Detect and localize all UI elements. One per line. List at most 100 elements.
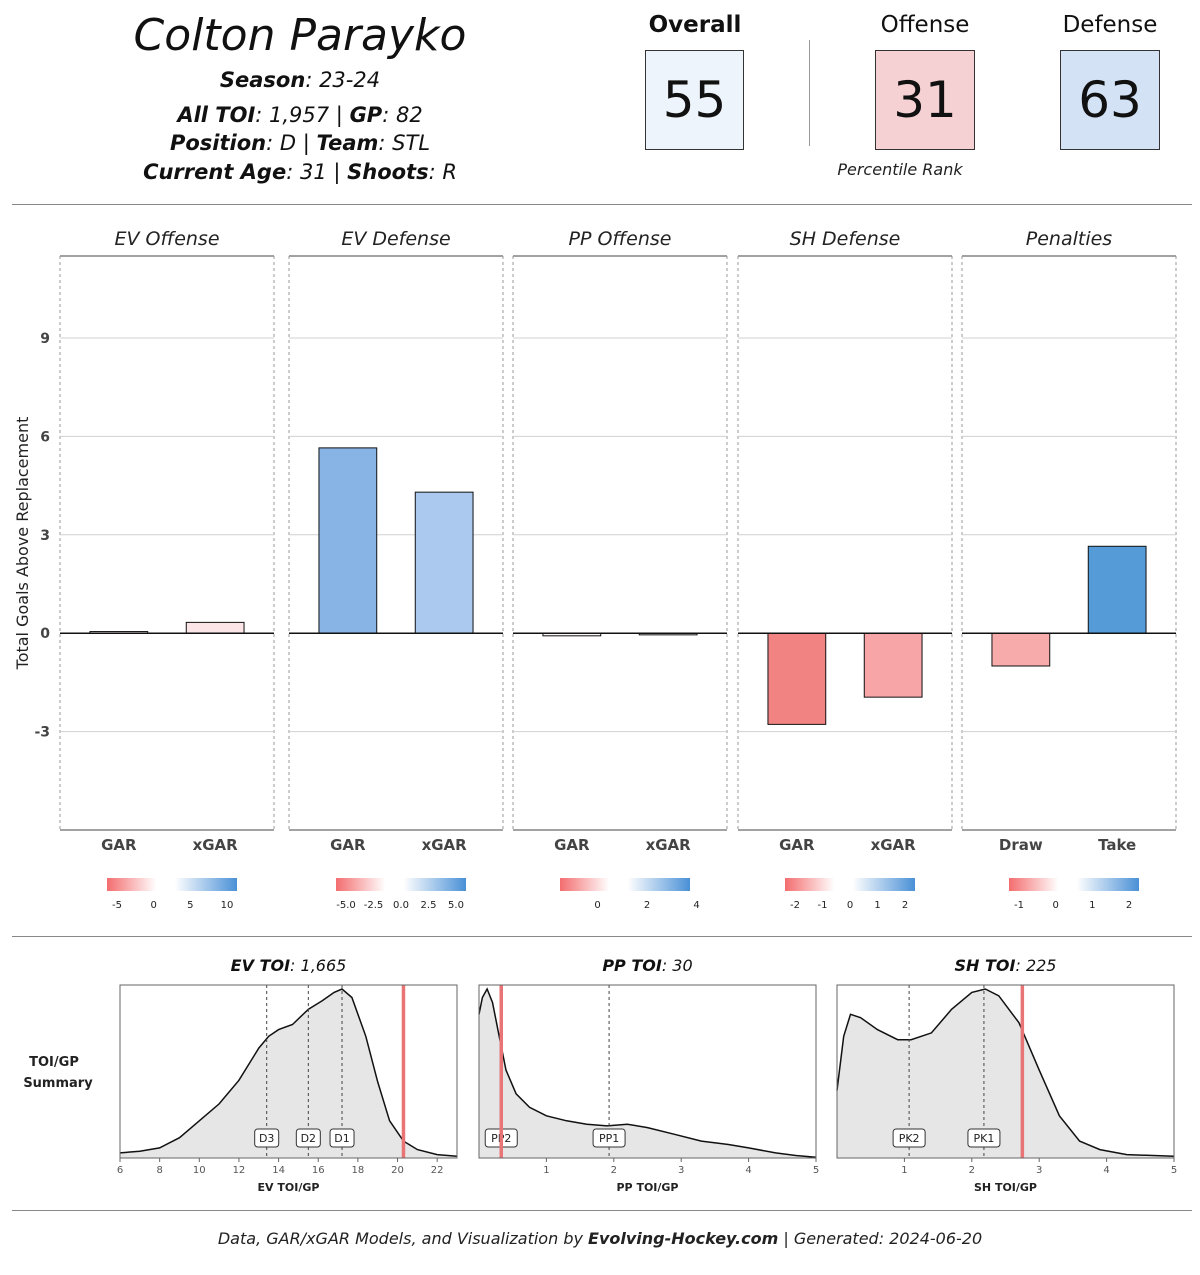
position-value: : D | [266,131,317,155]
ref-label-box [254,1128,280,1148]
y-tick-label: -3 [34,725,50,741]
defense-score-box: 63 [1060,50,1160,150]
density-line [478,987,817,1158]
age-label: Current Age [143,160,287,184]
x-tick-label: Draw [999,836,1043,854]
color-scale-tick: 2 [644,900,650,911]
bar-gar [318,447,378,634]
panel-frame [478,984,817,1159]
x-axis-label: SH TOI/GP [974,1181,1037,1194]
ref-label: PK2 [899,1132,920,1145]
ref-label-box [967,1128,1001,1148]
x-tick-label: 20 [391,1165,404,1176]
panel-penalties: Penalties Draw Take -1 0 1 2 [961,228,1177,911]
footer-brand: Evolving-Hockey.com [588,1229,779,1248]
color-scale-tick: 0.0 [393,900,409,911]
x-tick-label: 6 [117,1165,123,1176]
color-scale-tick: -1 [1014,900,1024,911]
x-tick-label: 2 [969,1165,975,1176]
y-tick-label: 9 [40,331,50,347]
panel-ev-defense: EV Defense GAR xGAR -5.0 -2.5 0.0 2.5 5.0 [288,228,504,911]
toi-panel-1: EV TOI: 1,665 D3 D2 D1 6 8 10 12 14 16 18 20 22 EV TO… [117,956,458,1194]
color-scale-tick: 5.0 [448,900,464,911]
color-scale-tick: 2 [902,900,908,911]
x-tick-label: 14 [272,1165,285,1176]
color-scale-tick: -2.5 [364,900,384,911]
toi-gp-line: All TOI: 1,957 | GP: 82 [0,103,600,127]
panel-title: EV Offense [114,228,219,250]
toi-panel-title: SH TOI: 225 [955,956,1057,975]
toi-panel-title: PP TOI: 30 [602,956,692,975]
x-tick-label: xGAR [871,836,917,854]
x-tick-label: 1 [901,1165,907,1176]
color-scale-bar [560,878,690,891]
density-area [837,989,1174,1158]
shoots-value: : R [428,160,457,184]
color-scale-tick: -2 [790,900,800,911]
x-tick-label: 2 [611,1165,617,1176]
color-scale-tick: 0 [847,900,853,911]
color-scale-bar [1009,878,1139,891]
footer-credit: Data, GAR/xGAR Models, and Visualization… [0,1229,1200,1248]
divider-middle [12,936,1192,937]
row-label-toi-gp: TOI/GP [29,1055,79,1070]
ref-label-box [329,1128,355,1148]
ref-label: PP1 [599,1132,619,1145]
shoots-label: Shoots [347,160,429,184]
defense-label: Defense [1062,12,1158,38]
x-tick-label: 4 [1103,1165,1109,1176]
panel-title: Penalties [1026,228,1113,250]
panel-title: PP Offense [569,228,672,250]
panel-title: SH Defense [790,228,901,250]
x-tick-label: 12 [233,1165,246,1176]
panel-frame [119,984,458,1159]
toi-title-bold: SH TOI [955,956,1016,975]
color-scale-tick: -1 [818,900,828,911]
toi-panel-title: EV TOI: 1,665 [231,956,347,975]
toi-panel-3: SH TOI: 225 PK2 PK1 1 2 3 4 5 SH TOI/GP [836,956,1177,1194]
offense-label: Offense [880,12,970,38]
y-axis-label: Total Goals Above Replacement [13,417,32,671]
age-value: : 31 | [286,160,348,184]
x-tick-label: 3 [678,1165,684,1176]
percentile-rank-label: Percentile Rank [837,160,963,179]
x-tick-label: 18 [352,1165,365,1176]
x-tick-label: 1 [543,1165,549,1176]
footer-suffix: | Generated: 2024-06-20 [778,1229,983,1248]
x-tick-label: xGAR [193,836,239,854]
overall-score-box: 55 [645,50,744,150]
toi-title-bold: EV TOI [231,956,290,975]
ref-label-box [592,1128,626,1148]
color-scale-tick: 4 [693,900,699,911]
density-line [836,988,1175,1158]
color-scale-tick: 1 [874,900,880,911]
toi-label: All TOI [177,103,256,127]
color-scale-tick: 0 [594,900,600,911]
x-tick-label: 4 [745,1165,751,1176]
position-team-line: Position: D | Team: STL [0,131,600,155]
season-value: : 23-24 [305,68,381,92]
x-tick-label: 3 [1036,1165,1042,1176]
score-divider [809,40,810,146]
x-tick-label: 22 [431,1165,444,1176]
footer-prefix: Data, GAR/xGAR Models, and Visualization… [217,1229,589,1248]
density-area [479,989,816,1158]
x-tick-label: xGAR [646,836,692,854]
x-tick-label: 5 [813,1165,819,1176]
position-label: Position [169,131,267,155]
ref-label: PK1 [974,1132,995,1145]
color-scale-tick: -5 [112,900,122,911]
ref-label: D2 [301,1132,316,1145]
gp-label: GP [349,103,383,127]
x-tick-label: GAR [101,836,137,854]
ref-label: D1 [334,1132,349,1145]
color-scale-bar [336,878,466,891]
age-shoots-line: Current Age: 31 | Shoots: R [0,160,600,184]
x-tick-label: 10 [193,1165,206,1176]
y-tick-label: 3 [40,528,50,544]
color-scale-tick: 2 [1126,900,1132,911]
density-area [120,989,457,1158]
color-scale-tick: 0 [150,900,156,911]
x-tick-label: GAR [554,836,590,854]
